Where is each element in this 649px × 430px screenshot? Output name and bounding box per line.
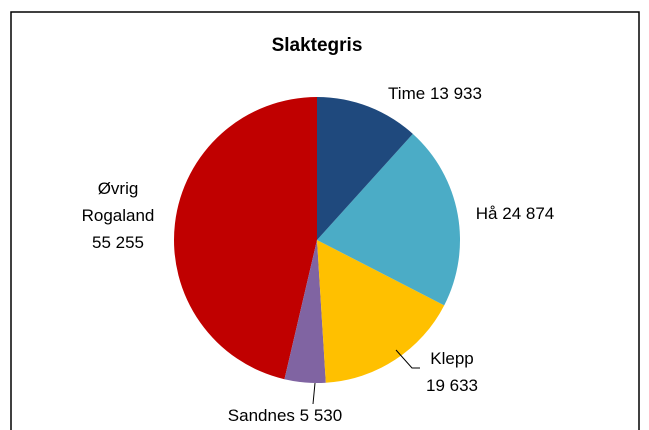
- label-name: Sandnes: [227, 406, 295, 425]
- leader-line: [312, 382, 316, 405]
- leader-line: [395, 349, 420, 369]
- label-name: Hå: [475, 204, 498, 223]
- label-value: 19 633: [426, 376, 478, 395]
- pie-slice: [317, 133, 460, 306]
- data-label: Klepp 19 633: [417, 345, 487, 399]
- label-name: Klepp: [430, 349, 474, 368]
- label-value: 5 530: [299, 406, 343, 425]
- pie-slice: [284, 240, 326, 383]
- label-name: Time: [388, 84, 426, 103]
- label-value: 55 255: [92, 233, 144, 252]
- label-value: 24 874: [502, 204, 555, 223]
- data-label: Sandnes 5 530: [205, 402, 365, 429]
- data-label: Øvrig Rogaland 55 255: [68, 175, 168, 256]
- data-label: Hå 24 874: [435, 200, 595, 227]
- label-value: 13 933: [429, 84, 482, 103]
- chart-title: Slaktegris: [272, 35, 363, 56]
- pie-slice: [317, 240, 445, 383]
- pie-slice: [173, 97, 317, 380]
- label-name: Øvrig Rogaland: [81, 179, 155, 225]
- data-label: Time 13 933: [355, 80, 515, 107]
- pie-slice: [317, 97, 413, 240]
